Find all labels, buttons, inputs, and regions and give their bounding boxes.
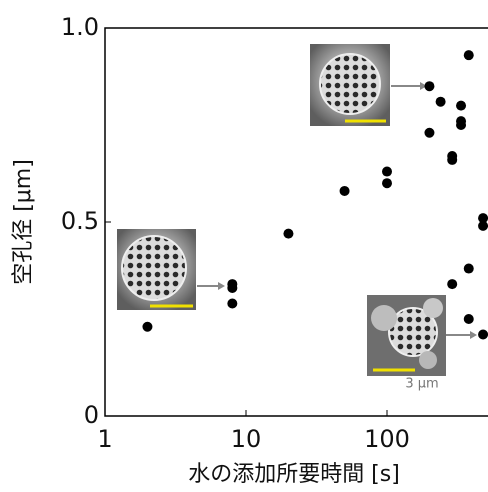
- data-point: [478, 220, 488, 231]
- data-point: [463, 50, 474, 61]
- data-point: [382, 166, 392, 177]
- data-point: [435, 96, 446, 107]
- y-axis-label: 空孔径 [μm]: [11, 159, 36, 285]
- data-point: [463, 314, 474, 324]
- data-point: [456, 120, 467, 130]
- data-point: [463, 263, 474, 274]
- data-point: [227, 282, 238, 293]
- data-point: [424, 127, 435, 138]
- inset-micrograph: [367, 295, 477, 376]
- data-point: [142, 321, 153, 332]
- data-point: [283, 228, 294, 239]
- y-tick-label: 0.5: [61, 207, 99, 235]
- data-point: [339, 185, 350, 196]
- inset-micrograph: [117, 229, 225, 310]
- y-tick-label: 1.0: [61, 13, 99, 41]
- data-point: [424, 81, 435, 92]
- x-tick-label: 1: [97, 425, 112, 453]
- scale-label: 3 μm: [405, 377, 438, 392]
- y-tick-label: 0: [84, 401, 99, 429]
- data-point: [382, 178, 392, 189]
- data-point: [227, 298, 238, 309]
- data-point: [478, 213, 488, 224]
- x-tick-label: 100: [364, 425, 410, 453]
- data-point: [478, 329, 488, 340]
- x-axis-label: 水の添加所要時間 [s]: [188, 462, 400, 487]
- x-tick-label: 10: [231, 425, 262, 453]
- inset-micrograph: [310, 44, 427, 126]
- data-point: [447, 154, 458, 165]
- data-point: [456, 100, 467, 111]
- data-point: [447, 279, 458, 290]
